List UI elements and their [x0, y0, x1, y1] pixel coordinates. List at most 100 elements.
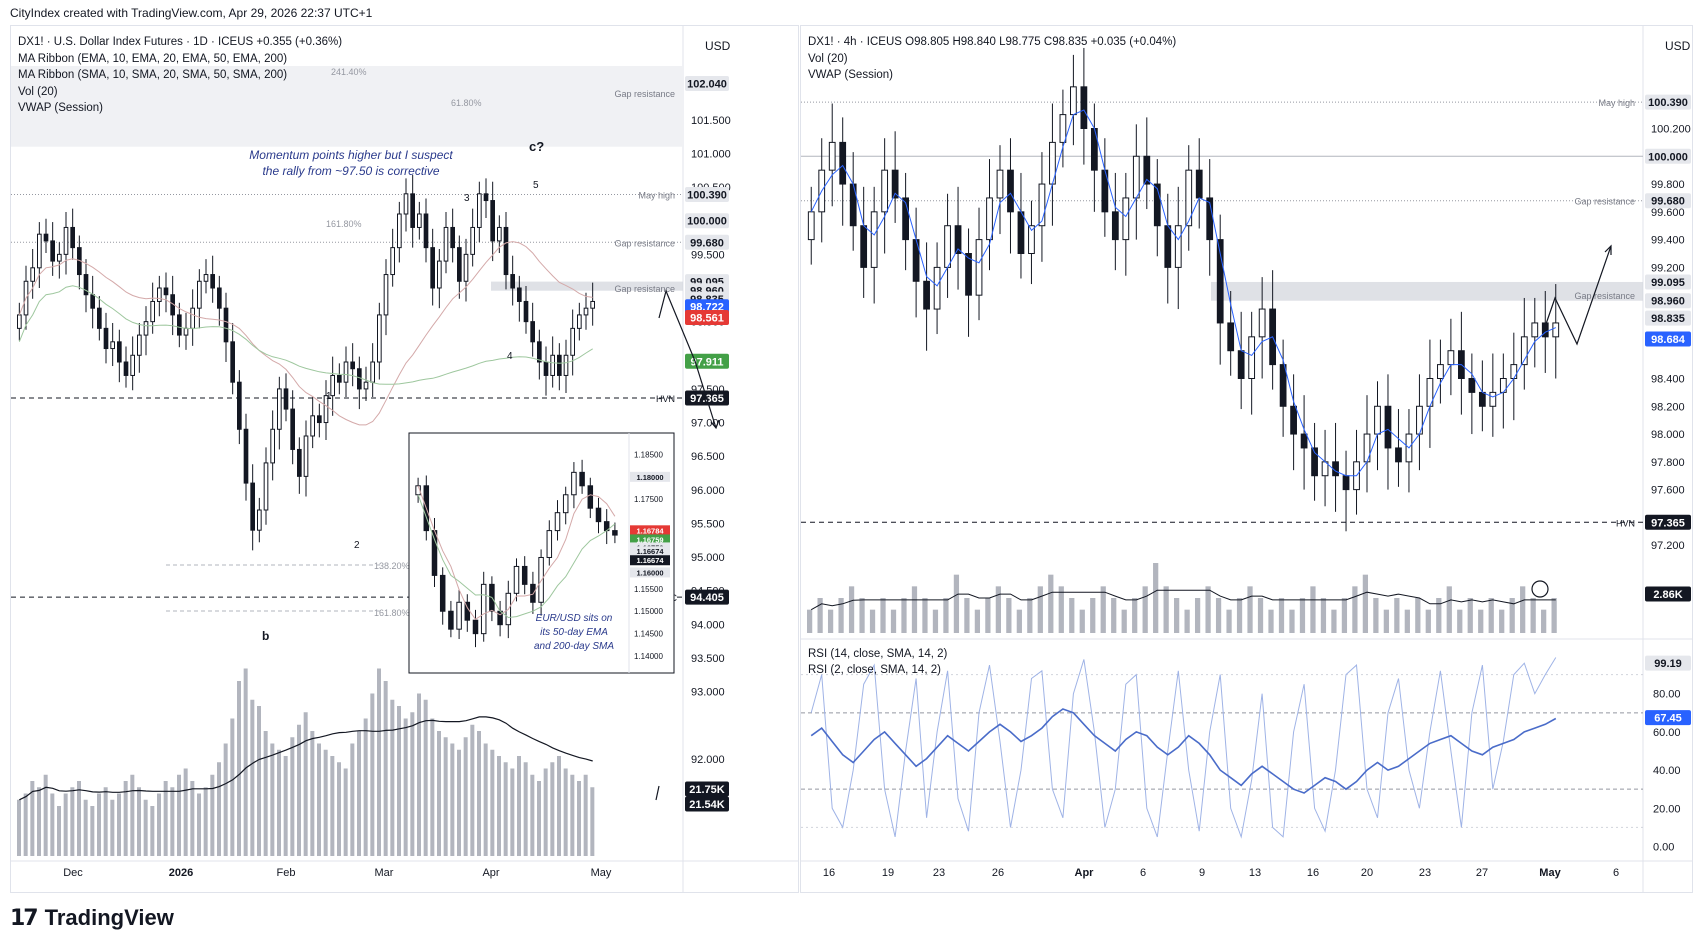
volume-bar: [110, 799, 115, 856]
y-tick-label: 95.500: [691, 518, 725, 530]
inset-tag-bg: [630, 567, 670, 578]
volume-bar: [1362, 574, 1369, 633]
volume-bar: [443, 737, 448, 856]
tradingview-logo-icon: 17: [10, 905, 39, 931]
legend-sma-ribbon[interactable]: MA Ribbon (SMA, 10, SMA, 20, SMA, 50, SM…: [18, 69, 288, 81]
volume-bar: [277, 749, 281, 856]
volume-bar: [1069, 598, 1075, 633]
volume-bar: [1226, 609, 1232, 633]
inset-note-3: and 200-day SMA: [534, 641, 614, 652]
four-hour-candle: [1374, 405, 1381, 435]
gap-resistance-label: Gap resistance: [614, 238, 675, 248]
volume-bar: [1236, 598, 1243, 633]
volume-bar: [1478, 609, 1484, 633]
daily-candle: [383, 274, 389, 316]
four-hour-chart-pane[interactable]: USD 100.200 99.800 99.600 99.400 99.200 98.400…: [800, 25, 1693, 893]
volume-bar: [350, 743, 355, 856]
volume-bar: [1394, 598, 1400, 633]
four-hour-candle: [870, 211, 878, 268]
legend-volume[interactable]: Vol (20): [18, 85, 58, 98]
daily-chart-canvas[interactable]: USD101.500101.000100.50099.50099.00098.5…: [11, 26, 798, 892]
daily-candle: [117, 341, 122, 363]
inset-price-tag: 1.16784: [636, 526, 664, 535]
four-hour-candle: [1153, 183, 1161, 227]
volume-bar: [1268, 609, 1274, 633]
four-hour-candle: [1059, 114, 1067, 143]
volume-bar: [83, 799, 88, 856]
four-hour-candle: [1258, 308, 1266, 338]
four-hour-candle: [954, 225, 962, 255]
volume-bar: [157, 793, 161, 856]
daily-candle: [517, 287, 522, 302]
volume-bar: [1027, 598, 1033, 633]
inset-candle: [448, 610, 454, 630]
four-hour-candle: [1017, 211, 1025, 254]
legend-symbol-line[interactable]: DX1! · 4h · ICEUS O98.805 H98.840 L98.77…: [808, 36, 1177, 48]
daily-candle: [263, 462, 269, 511]
volume-bar: [490, 749, 495, 856]
y-tick-label: 99.200: [1651, 262, 1685, 274]
volume-bar: [310, 731, 315, 856]
volume-bar: [1247, 586, 1253, 633]
legend-ema-ribbon[interactable]: MA Ribbon (EMA, 10, EMA, 20, EMA, 50, EM…: [18, 52, 288, 65]
legend-vwap[interactable]: VWAP (Session): [18, 102, 103, 114]
four-hour-candle: [1132, 155, 1140, 199]
volume-bar: [557, 756, 561, 856]
commentary-line-1: Momentum points higher but I suspect: [249, 148, 453, 162]
price-tag: 100.390: [1648, 97, 1688, 109]
gap-resistance-label: Gap resistance: [614, 284, 675, 294]
daily-candle: [530, 321, 535, 343]
price-tag-bg: [1645, 274, 1691, 290]
legend-vwap[interactable]: VWAP (Session): [808, 69, 893, 81]
inset-tag-bg: [630, 534, 670, 545]
volume-bar: [497, 756, 501, 856]
volume-bar: [170, 787, 175, 856]
volume-bar: [1488, 598, 1494, 633]
y-tick-label: 98.400: [1651, 374, 1685, 386]
daily-candle: [190, 307, 195, 329]
tradingview-footer[interactable]: 17 TradingView: [10, 905, 174, 931]
volume-bar: [1425, 609, 1431, 633]
four-hour-candle: [1174, 225, 1182, 268]
daily-candle: [577, 314, 582, 329]
daily-candle: [377, 314, 382, 363]
daily-candle: [30, 267, 36, 282]
volume-bar: [210, 774, 215, 856]
volume-bar: [477, 731, 481, 856]
four-hour-chart-canvas[interactable]: USD 100.200 99.800 99.600 99.400 99.200 98.400…: [801, 26, 1692, 892]
rsi-2-line: [810, 657, 1557, 839]
volume-bar: [1090, 598, 1096, 633]
gap-resistance-label: Gap resistance: [1574, 197, 1635, 207]
x-tick-label: Feb: [277, 867, 296, 879]
daily-candle: [83, 274, 89, 296]
wave-label: b: [262, 629, 269, 643]
price-tag-bg: [685, 213, 729, 229]
inset-price-tag: 1.16759: [636, 535, 663, 544]
daily-candle: [497, 226, 502, 242]
four-hour-candle: [902, 197, 910, 241]
four-hour-candle: [996, 169, 1004, 199]
volume-bar: [223, 743, 228, 856]
daily-chart-pane[interactable]: USD101.500101.000100.50099.50099.00098.5…: [10, 25, 799, 893]
price-tag-bg: [1645, 514, 1691, 530]
inset-y-tick: 1.15000: [634, 607, 663, 616]
price-tag: 97.365: [1651, 517, 1685, 529]
volume-bar: [517, 756, 521, 856]
tradingview-brand: TradingView: [44, 905, 174, 930]
volume-bar: [503, 762, 508, 856]
legend-symbol-line[interactable]: DX1! · U.S. Dollar Index Futures · 1D · …: [18, 36, 343, 48]
daily-candle: [490, 200, 496, 242]
volume-bar: [390, 699, 395, 856]
inset-candle: [480, 583, 487, 635]
volume-bar: [1006, 598, 1012, 633]
inset-tag-bg: [630, 555, 670, 566]
wave-label: c?: [529, 139, 544, 154]
volume-bar: [330, 756, 335, 856]
x-tick-label: 16: [1307, 867, 1319, 879]
legend-volume[interactable]: Vol (20): [808, 52, 848, 65]
four-hour-candle: [1279, 364, 1287, 407]
daily-candle: [270, 428, 276, 464]
four-hour-candle: [1195, 169, 1203, 199]
volume-bar: [1111, 598, 1117, 633]
volume-ma-line: [810, 589, 1556, 611]
